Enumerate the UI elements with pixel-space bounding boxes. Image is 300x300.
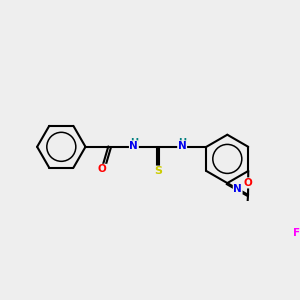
Text: O: O — [98, 164, 107, 174]
Text: N: N — [130, 141, 138, 151]
Text: F: F — [293, 227, 300, 238]
Text: S: S — [154, 166, 162, 176]
Text: N: N — [178, 141, 187, 151]
Text: H: H — [130, 138, 138, 148]
Text: N: N — [233, 184, 242, 194]
Text: H: H — [178, 138, 186, 148]
Text: O: O — [244, 178, 253, 188]
